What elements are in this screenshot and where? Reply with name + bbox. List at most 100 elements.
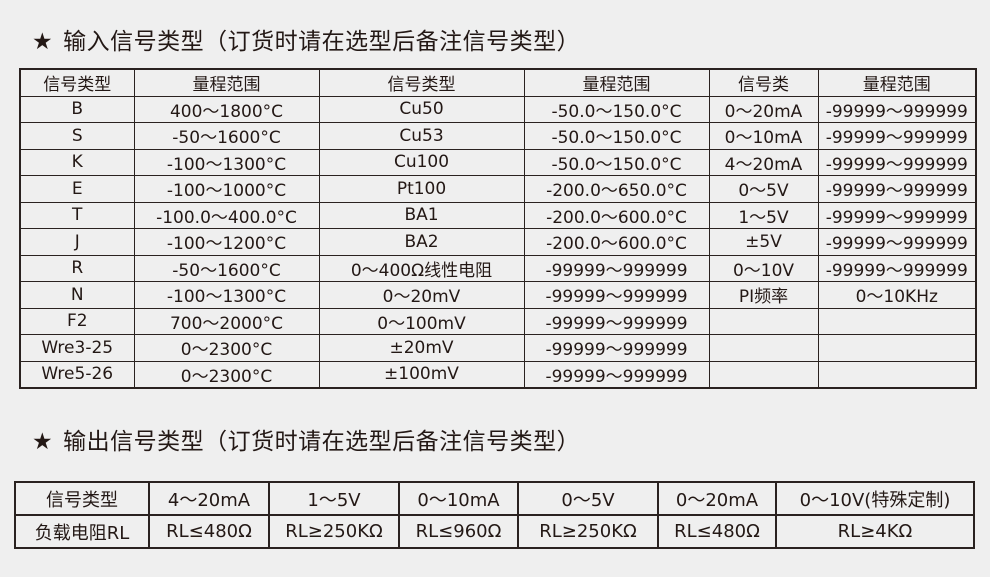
table-cell: 0～400Ω线性电阻 (318, 254, 525, 282)
table-cell: 信号类型 (318, 68, 525, 97)
table-row: R -50～1600°C 0～400Ω线性电阻 -99999～999999 0～10V -… (19, 254, 977, 282)
table-cell: -200.0～650.0°C (523, 175, 710, 203)
table-cell: ±5V (708, 228, 819, 256)
table-cell: -99999～999999 (523, 360, 710, 389)
table-cell: -50.0～150.0°C (523, 148, 710, 176)
table-cell: -99999～999999 (817, 175, 977, 203)
table-cell: RL≥250KΩ (517, 514, 659, 549)
table-cell: -50～1600°C (133, 122, 320, 150)
table-cell: 0～10V (708, 254, 819, 282)
table-cell: J (19, 228, 135, 256)
table-cell: -50.0～150.0°C (523, 122, 710, 150)
table-cell: -100.0～400.0°C (133, 201, 320, 229)
table-cell: -99999～999999 (817, 254, 977, 282)
table-cell: 0～5V (517, 481, 659, 516)
table-cell: -99999～999999 (523, 254, 710, 282)
input-section-title: ★ 输入信号类型（订货时请在选型后备注信号类型） (32, 22, 580, 56)
table-cell: Cu100 (318, 148, 525, 176)
table-row: E -100～1000°C Pt100 -200.0～650.0°C 0～5V -9999… (19, 175, 977, 203)
table-cell: -99999～999999 (817, 148, 977, 176)
table-row: Wre5-26 0～2300°C ±100mV -99999～999999 (19, 360, 977, 389)
table-cell: 400～1800°C (133, 95, 320, 123)
table-cell: -99999～999999 (523, 281, 710, 309)
table-cell: -99999～999999 (817, 95, 977, 123)
table-cell (817, 307, 977, 335)
table-cell: ±20mV (318, 334, 525, 362)
table-cell: 1～5V (708, 201, 819, 229)
table-cell: 4～20mA (148, 481, 270, 516)
output-title-text: 输出信号类型（订货时请在选型后备注信号类型） (63, 429, 581, 455)
table-cell: 0～10KHz (817, 281, 977, 309)
table-cell: -99999～999999 (817, 201, 977, 229)
table-cell: 量程范围 (133, 68, 320, 97)
table-cell (817, 360, 977, 389)
table-row: B 400～1800°C Cu50 -50.0～150.0°C 0～20mA -99999… (19, 95, 977, 123)
table-cell: 4～20mA (708, 148, 819, 176)
table-cell: E (19, 175, 135, 203)
table-cell: 1～5V (268, 481, 400, 516)
table-cell: -100～1300°C (133, 148, 320, 176)
table-cell: 0～10V(特殊定制) (775, 481, 975, 516)
table-cell: RL≤960Ω (398, 514, 519, 549)
table-cell: Wre3-25 (19, 334, 135, 362)
table-row: Wre3-25 0～2300°C ±20mV -99999～999999 (19, 334, 977, 362)
table-cell: 0～100mV (318, 307, 525, 335)
input-signal-table: 信号类型 量程范围 信号类型 量程范围 信号类 量程范围 B 400～1800°C Cu50 -5… (19, 68, 977, 389)
table-cell: -99999～999999 (523, 334, 710, 362)
table-row: 负载电阻RL RL≤480Ω RL≥250KΩ RL≤960Ω RL≥250KΩ RL≤4… (14, 514, 975, 549)
table-cell: ±100mV (318, 360, 525, 389)
table-cell: 量程范围 (523, 68, 710, 97)
table-cell: -99999～999999 (523, 307, 710, 335)
table-header-row: 信号类型 4～20mA 1～5V 0～10mA 0～5V 0～20mA 0～10V(特殊定制… (14, 481, 975, 516)
table-cell: -200.0～600.0°C (523, 228, 710, 256)
table-row: N -100～1300°C 0～20mV -99999～999999 PI频率 0～10K… (19, 281, 977, 309)
table-cell: 700～2000°C (133, 307, 320, 335)
table-cell: BA1 (318, 201, 525, 229)
table-cell: N (19, 281, 135, 309)
table-cell: RL≥4KΩ (775, 514, 975, 549)
table-cell: -100～1300°C (133, 281, 320, 309)
table-cell: -100～1000°C (133, 175, 320, 203)
table-cell (708, 334, 819, 362)
output-section-title: ★ 输出信号类型（订货时请在选型后备注信号类型） (32, 422, 580, 456)
table-cell: 0～20mA (708, 95, 819, 123)
table-cell: -50.0～150.0°C (523, 95, 710, 123)
table-cell: 0～10mA (708, 122, 819, 150)
table-cell (817, 334, 977, 362)
table-cell: 0～20mV (318, 281, 525, 309)
table-cell: S (19, 122, 135, 150)
table-cell: T (19, 201, 135, 229)
table-row: F2 700～2000°C 0～100mV -99999～999999 (19, 307, 977, 335)
table-cell: Cu50 (318, 95, 525, 123)
table-cell: BA2 (318, 228, 525, 256)
table-cell: 负载电阻RL (14, 514, 150, 549)
table-cell: 0～5V (708, 175, 819, 203)
table-cell: K (19, 148, 135, 176)
table-cell: F2 (19, 307, 135, 335)
table-cell (708, 307, 819, 335)
table-cell: 信号类型 (14, 481, 150, 516)
table-cell: RL≥250KΩ (268, 514, 400, 549)
table-cell: -100～1200°C (133, 228, 320, 256)
table-cell: -99999～999999 (817, 122, 977, 150)
table-cell: 量程范围 (817, 68, 977, 97)
table-cell: 0～2300°C (133, 334, 320, 362)
table-cell: Wre5-26 (19, 360, 135, 389)
table-cell: 信号类 (708, 68, 819, 97)
star-icon: ★ (32, 429, 54, 455)
input-title-text: 输入信号类型（订货时请在选型后备注信号类型） (63, 29, 581, 55)
table-cell: Pt100 (318, 175, 525, 203)
table-cell: PI频率 (708, 281, 819, 309)
table-cell (708, 360, 819, 389)
table-row: S -50～1600°C Cu53 -50.0～150.0°C 0～10mA -99999… (19, 122, 977, 150)
star-icon: ★ (32, 29, 54, 55)
table-cell: 信号类型 (19, 68, 135, 97)
table-row: K -100～1300°C Cu100 -50.0～150.0°C 4～20mA -999… (19, 148, 977, 176)
table-cell: Cu53 (318, 122, 525, 150)
table-header-row: 信号类型 量程范围 信号类型 量程范围 信号类 量程范围 (19, 68, 977, 97)
table-cell: -200.0～600.0°C (523, 201, 710, 229)
table-cell: 0～2300°C (133, 360, 320, 389)
table-cell: -50～1600°C (133, 254, 320, 282)
table-row: T -100.0～400.0°C BA1 -200.0～600.0°C 1～5V -999… (19, 201, 977, 229)
table-cell: RL≤480Ω (148, 514, 270, 549)
